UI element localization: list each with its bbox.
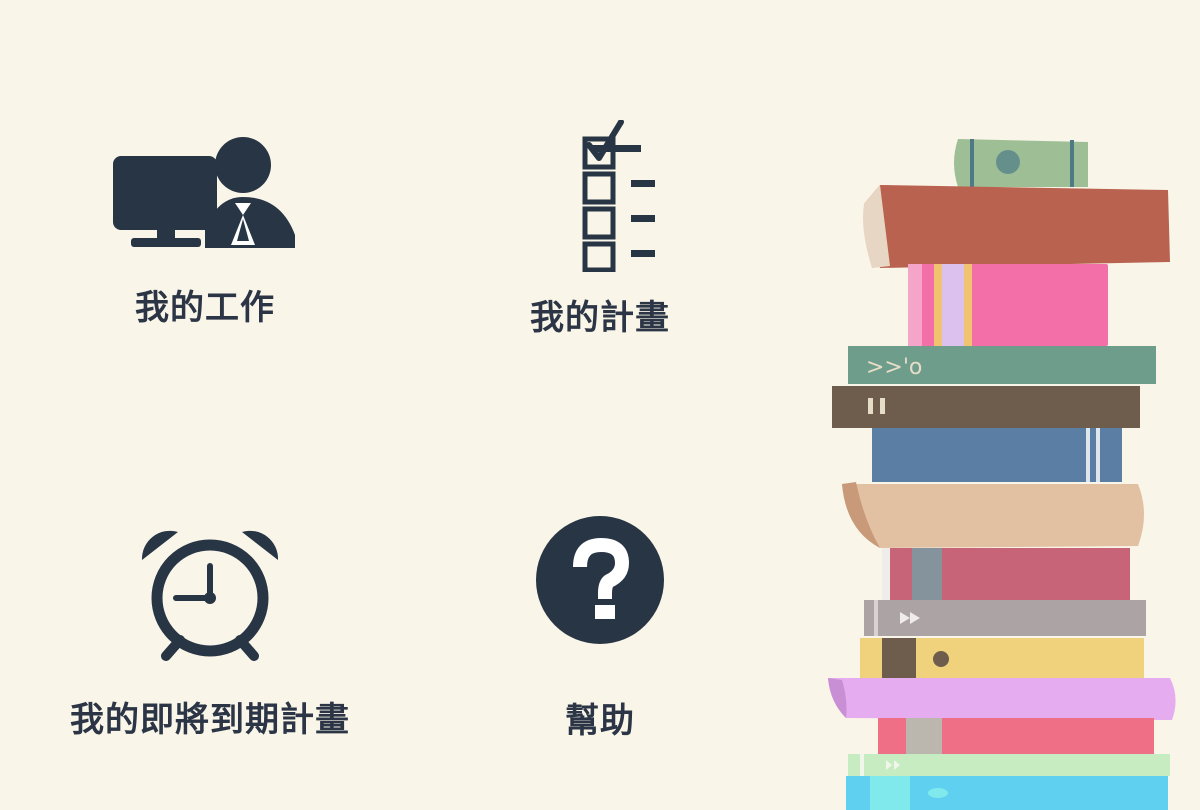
checklist-icon [582,120,655,272]
question-mark-icon [536,516,664,644]
menu-item-upcoming-plans[interactable]: 我的即將到期計畫 [55,528,365,741]
book-stack-illustration: >>'o [828,139,1176,810]
menu-item-my-plans[interactable]: 我的計畫 [500,120,700,339]
menu-item-label: 幫助 [565,701,635,741]
worker-at-computer-icon [112,137,295,248]
menu-item-label: 我的工作 [135,288,275,328]
menu-item-help[interactable]: 幫助 [500,515,700,742]
menu-item-my-work[interactable]: 我的工作 [100,135,310,329]
menu-item-label: 我的計畫 [530,298,670,338]
menu-item-label: 我的即將到期計畫 [70,700,350,740]
alarm-clock-icon [141,530,279,661]
svg-text:>>'o: >>'o [866,355,922,380]
